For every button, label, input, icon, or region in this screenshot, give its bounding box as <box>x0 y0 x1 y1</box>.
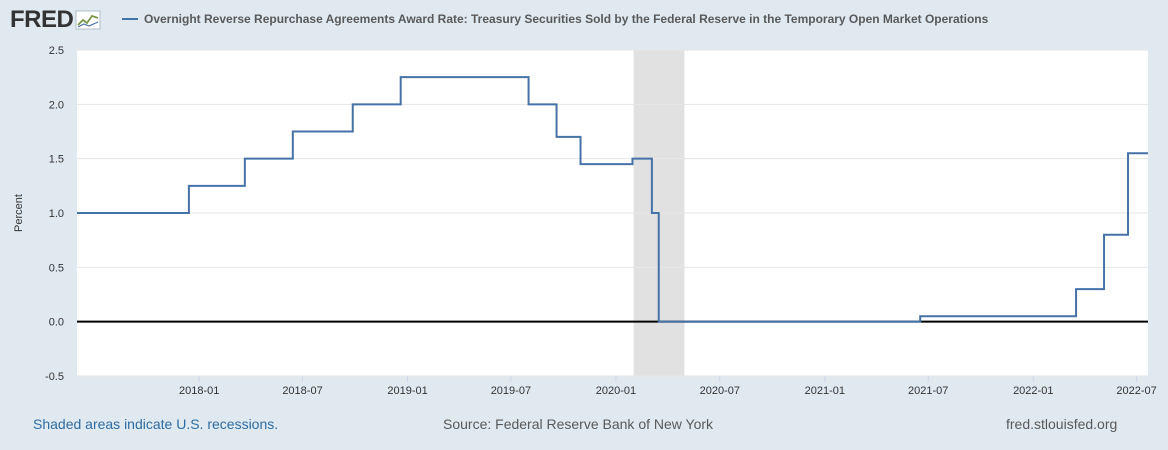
y-tick-label: 1.0 <box>49 208 64 220</box>
x-tick-label: 2020-07 <box>700 385 740 397</box>
y-axis-label: Percent <box>13 194 25 232</box>
fred-logo[interactable]: FRED <box>10 6 101 34</box>
line-chart-icon <box>75 10 101 30</box>
x-tick-label: 2019-01 <box>387 385 427 397</box>
x-tick-label: 2022-01 <box>1013 385 1053 397</box>
site-text: fred.stlouisfed.org <box>1006 416 1118 432</box>
legend-swatch <box>122 18 138 20</box>
chart-svg: -0.5 0.0 0.5 1.0 1.5 2.0 2.5 2018-01 2018-07 2019… <box>13 45 1157 397</box>
x-tick-label: 2022-07 <box>1116 385 1156 397</box>
y-tick-label: 0.5 <box>49 262 64 274</box>
y-tick-label: 2.5 <box>49 45 64 57</box>
y-tick-label: 1.5 <box>49 154 64 166</box>
x-tick-label: 2018-07 <box>282 385 322 397</box>
chart-legend: Overnight Reverse Repurchase Agreements … <box>122 10 988 28</box>
legend-series-name: Overnight Reverse Repurchase Agreements … <box>144 12 989 26</box>
series-line <box>77 76 1148 323</box>
fred-logo-text: FRED <box>10 6 74 33</box>
x-tick-label: 2018-01 <box>179 385 219 397</box>
y-tick-label: 0.0 <box>49 317 64 329</box>
x-tick-label: 2019-07 <box>491 385 531 397</box>
chart-area: -0.5 0.0 0.5 1.0 1.5 2.0 2.5 2018-01 2018-07 2019… <box>0 38 1168 408</box>
x-tick-label: 2021-07 <box>908 385 948 397</box>
y-tick-label: 2.0 <box>49 99 64 111</box>
recession-note-link[interactable]: Shaded areas indicate U.S. recessions. <box>33 416 279 432</box>
x-tick-label: 2020-01 <box>596 385 636 397</box>
x-tick-label: 2021-01 <box>805 385 845 397</box>
y-tick-label: -0.5 <box>45 371 64 383</box>
source-text: Source: Federal Reserve Bank of New York <box>443 416 714 432</box>
